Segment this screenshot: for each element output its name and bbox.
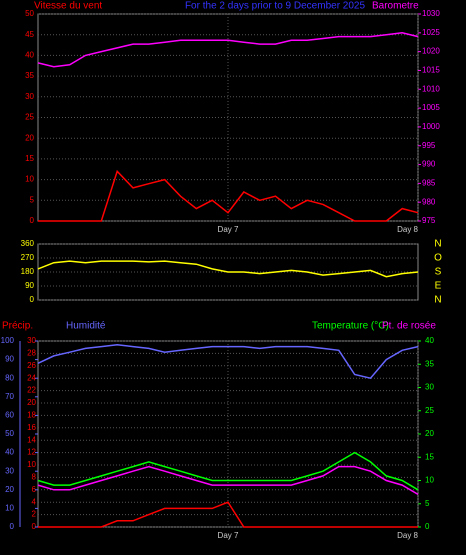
- y2-tick-label: 1015: [422, 66, 440, 75]
- y2-tick-label: 1010: [422, 84, 440, 93]
- y-tick-label: 360: [21, 239, 35, 248]
- y2-tick-label: 20: [425, 429, 434, 438]
- y2-tick-label: 15: [425, 452, 434, 461]
- direction-label: E: [435, 281, 442, 292]
- y3-tick-label: 10: [5, 504, 14, 513]
- y-tick-label: 30: [27, 336, 36, 345]
- y-tick-label: 25: [25, 113, 34, 122]
- legend-label: Vitesse du vent: [34, 1, 102, 12]
- y2-tick-label: 10: [425, 476, 434, 485]
- y-tick-label: 0: [30, 295, 35, 304]
- y2-tick-label: 1000: [422, 122, 440, 131]
- series-line: [38, 169, 419, 222]
- y-tick-label: 270: [21, 253, 35, 262]
- y-tick-label: 12: [27, 448, 36, 457]
- y2-tick-label: 1005: [422, 103, 440, 112]
- y2-tick-label: 980: [422, 197, 436, 206]
- y3-tick-label: 40: [5, 448, 14, 457]
- y2-tick-label: 1020: [422, 47, 440, 56]
- x-tick-label: Day 8: [397, 225, 418, 234]
- y2-tick-label: 990: [422, 160, 436, 169]
- direction-label: N: [434, 295, 441, 306]
- legend-label: Pt. de rosée: [382, 321, 436, 332]
- y-tick-label: 24: [27, 373, 36, 382]
- y-tick-label: 6: [32, 485, 37, 494]
- y-tick-label: 18: [27, 411, 36, 420]
- y3-tick-label: 50: [5, 429, 14, 438]
- y2-tick-label: 1025: [422, 28, 440, 37]
- y-tick-label: 14: [27, 435, 36, 444]
- x-tick-label: Day 7: [218, 531, 239, 540]
- y3-tick-label: 90: [5, 355, 14, 364]
- y-tick-label: 8: [32, 473, 37, 482]
- y-tick-label: 10: [27, 460, 36, 469]
- series-line: [37, 465, 419, 496]
- y-tick-label: 26: [27, 361, 36, 370]
- y-tick-label: 50: [25, 9, 34, 18]
- legend-label: Précip.: [2, 321, 33, 332]
- series-line: [37, 451, 419, 491]
- y-tick-label: 20: [27, 398, 36, 407]
- series-line: [38, 501, 418, 528]
- x-tick-label: Day 7: [218, 225, 239, 234]
- y-tick-label: 2: [32, 510, 37, 519]
- y-tick-label: 30: [25, 92, 34, 101]
- y3-tick-label: 70: [5, 392, 14, 401]
- y-tick-label: 15: [25, 154, 34, 163]
- y2-tick-label: 40: [425, 336, 434, 345]
- direction-label: O: [434, 253, 442, 264]
- y-tick-label: 40: [25, 51, 34, 60]
- y2-tick-label: 5: [425, 499, 430, 508]
- y3-tick-label: 100: [1, 336, 15, 345]
- y2-tick-label: 35: [425, 359, 434, 368]
- y2-tick-label: 25: [425, 406, 434, 415]
- y-tick-label: 28: [27, 349, 36, 358]
- y2-tick-label: 975: [422, 216, 436, 225]
- y3-tick-label: 30: [5, 466, 14, 475]
- y-tick-label: 0: [30, 216, 35, 225]
- y-tick-label: 20: [25, 133, 34, 142]
- y-tick-label: 35: [25, 71, 34, 80]
- direction-label: S: [435, 267, 442, 278]
- y-tick-label: 22: [27, 386, 36, 395]
- y2-tick-label: 985: [422, 178, 436, 187]
- y3-tick-label: 60: [5, 411, 14, 420]
- y-tick-label: 0: [32, 522, 37, 531]
- y-tick-label: 180: [21, 267, 35, 276]
- y2-tick-label: 1030: [422, 9, 440, 18]
- y-tick-label: 4: [32, 497, 37, 506]
- x-tick-label: Day 8: [397, 531, 418, 540]
- y-tick-label: 90: [25, 281, 34, 290]
- direction-label: N: [434, 239, 441, 250]
- y-tick-label: 10: [25, 175, 34, 184]
- chart-title: For the 2 days prior to 9 December 2025: [185, 1, 366, 12]
- y-tick-label: 5: [30, 195, 35, 204]
- y3-tick-label: 0: [10, 522, 15, 531]
- y2-tick-label: 30: [425, 383, 434, 392]
- y-tick-label: 45: [25, 30, 34, 39]
- legend-label: Temperature (°C): [312, 321, 389, 332]
- y2-tick-label: 995: [422, 141, 436, 150]
- series-line: [37, 32, 419, 68]
- series-line: [37, 260, 419, 278]
- legend-label: Barometre: [372, 1, 419, 12]
- legend-label: Humidité: [66, 321, 106, 332]
- y3-tick-label: 80: [5, 373, 14, 382]
- y2-tick-label: 0: [425, 522, 430, 531]
- y-tick-label: 16: [27, 423, 36, 432]
- series-line: [37, 343, 419, 380]
- y3-tick-label: 20: [5, 485, 14, 494]
